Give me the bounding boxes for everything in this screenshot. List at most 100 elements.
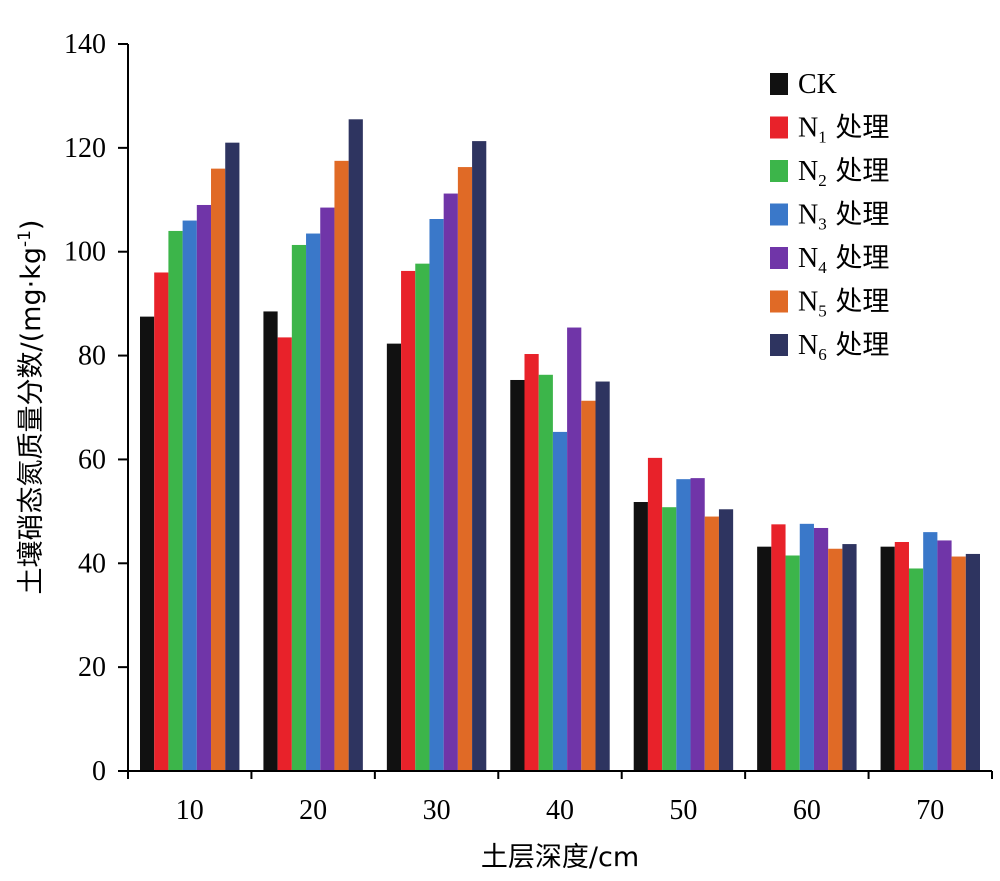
legend-swatch-n4	[770, 247, 788, 269]
legend-label: N5 处理	[798, 287, 889, 321]
y-axis-title: 土壤硝态氮质量分数/(mg·kg-1)	[15, 220, 47, 595]
y-axis-title-close: )	[16, 220, 47, 231]
legend-swatch-n1	[770, 116, 788, 139]
bar-n3-30	[429, 218, 444, 772]
y-tick-label: 140	[64, 29, 106, 60]
bar-n1-20	[277, 337, 292, 771]
x-axis-title: 土层深度/cm	[481, 842, 639, 873]
legend-swatch-n5	[770, 290, 788, 313]
bar-ck-60	[757, 546, 772, 771]
legend-label-subscript: 1	[818, 128, 827, 147]
y-axis-ticks: 0 20 40 60 80 100 120 140	[64, 29, 128, 787]
legend-label-subscript: 2	[818, 171, 827, 190]
legend-label: N6 处理	[798, 330, 889, 364]
x-tick-label: 10	[176, 795, 204, 826]
legend-label-base: N	[798, 287, 818, 318]
legend-swatch-n3	[770, 203, 788, 226]
y-axis-title-superscript: -1	[15, 230, 35, 247]
bar-n4-20	[320, 207, 335, 771]
bar-ck-50	[633, 502, 648, 771]
bar-n6-10	[225, 142, 240, 771]
y-tick-label: 0	[92, 756, 106, 787]
legend-label-base: N	[798, 156, 818, 187]
bar-n6-50	[718, 509, 734, 771]
legend-label: CK	[798, 69, 837, 100]
bar-ck-20	[263, 311, 278, 771]
x-tick-label: 50	[669, 795, 697, 826]
bar-n6-40	[595, 381, 610, 771]
x-tick-label: 70	[916, 795, 944, 826]
bar-n4-60	[813, 527, 829, 771]
bar-n6-30	[472, 141, 487, 771]
legend-label-suffix: 处理	[827, 287, 890, 318]
y-tick-label: 120	[64, 133, 106, 164]
bar-n1-30	[401, 270, 416, 771]
legend-swatch-n6	[770, 334, 788, 356]
y-tick-label: 20	[78, 652, 106, 683]
x-axis-ticks: 10 20 30 40 50 60 70	[127, 771, 993, 826]
bar-n4-40	[567, 327, 582, 771]
bar-n4-30	[443, 193, 458, 771]
legend-label-base: N	[798, 113, 818, 144]
bar-n5-70	[951, 556, 966, 771]
y-axis-title-main: 土壤硝态氮质量分数/(mg·kg	[16, 247, 47, 594]
bar-n5-40	[581, 400, 596, 771]
bar-n1-50	[647, 457, 663, 771]
bar-n5-10	[211, 168, 226, 772]
legend-label-subscript: 6	[818, 345, 827, 364]
bars-group	[140, 119, 980, 772]
bar-n5-30	[457, 167, 473, 772]
legend-label-subscript: 4	[818, 258, 827, 277]
legend-label: N3 处理	[798, 200, 889, 234]
bar-n6-70	[965, 553, 980, 771]
bar-n3-40	[552, 431, 568, 771]
bar-n4-50	[690, 478, 705, 771]
bar-n5-20	[334, 160, 349, 771]
x-tick-label: 40	[546, 795, 574, 826]
legend-label-base: N	[798, 330, 818, 361]
bar-n2-30	[415, 263, 430, 771]
y-tick-label: 40	[78, 548, 106, 579]
bar-ck-70	[880, 546, 895, 771]
legend-label-subscript: 5	[818, 302, 827, 321]
bar-n1-40	[524, 354, 539, 771]
bar-n3-60	[799, 523, 814, 771]
bar-n5-50	[704, 516, 719, 771]
legend-label: N1 处理	[798, 113, 889, 147]
bar-ck-30	[386, 343, 402, 771]
bar-n2-20	[291, 244, 307, 772]
legend-label: N2 处理	[798, 156, 889, 190]
bar-ck-10	[140, 316, 155, 771]
bar-n2-60	[785, 555, 800, 771]
x-tick-label: 30	[423, 795, 451, 826]
legend-label-base: CK	[798, 69, 837, 100]
bar-n3-10	[182, 220, 197, 772]
bar-n1-60	[771, 524, 786, 771]
legend-label-suffix: 处理	[827, 243, 890, 274]
legend-label-suffix: 处理	[827, 200, 890, 231]
bar-n2-50	[662, 507, 677, 771]
bar-n1-70	[894, 541, 909, 771]
bar-n6-60	[842, 544, 857, 771]
bar-n4-10	[196, 204, 212, 771]
legend-label-suffix: 处理	[827, 330, 890, 361]
y-tick-label: 80	[78, 341, 106, 372]
x-tick-label: 60	[793, 795, 821, 826]
legend-label-suffix: 处理	[827, 156, 890, 187]
bar-n1-10	[154, 272, 169, 771]
x-tick-label: 20	[299, 795, 327, 826]
bar-n2-40	[538, 374, 553, 771]
legend-swatch-n2	[770, 160, 788, 182]
legend-label-base: N	[798, 243, 818, 274]
bar-n4-70	[937, 540, 952, 771]
legend-label-subscript: 3	[818, 215, 827, 234]
bar-ck-40	[510, 379, 525, 771]
legend-swatch-ck	[770, 73, 788, 95]
bar-n3-20	[306, 233, 321, 771]
bar-n6-20	[348, 119, 363, 771]
bar-n3-70	[923, 532, 938, 771]
y-tick-label: 60	[78, 444, 106, 475]
bar-n2-10	[168, 230, 183, 771]
